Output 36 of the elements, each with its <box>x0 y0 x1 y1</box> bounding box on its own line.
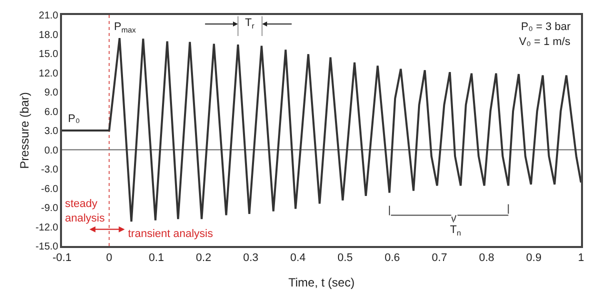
y-tick-label: 3.0 <box>44 126 59 137</box>
x-tick-label: 0.5 <box>337 252 353 264</box>
annotation: P$_{max}$ <box>114 21 136 34</box>
y-tick-label: -15.0 <box>35 242 59 252</box>
y-tick-label: 12.0 <box>38 68 59 80</box>
y-axis-title: Pressure (bar) <box>17 92 32 169</box>
annotation: P₀ = 3 bar <box>521 21 571 33</box>
y-tick-label: 6.0 <box>44 106 59 118</box>
y-tick-label: -12.0 <box>35 222 59 234</box>
line-series <box>62 37 581 223</box>
x-tick-label: 0 <box>106 252 112 264</box>
y-tick-label: 21.0 <box>38 10 59 22</box>
x-tick-label: 0.9 <box>526 252 542 264</box>
annotation: P₀ <box>68 113 80 125</box>
x-tick-label: 0.8 <box>478 252 494 264</box>
annotation: T$_{n}$ <box>450 224 462 238</box>
y-tick-label: -9.0 <box>41 203 59 214</box>
annotation: steady analysis <box>65 198 106 224</box>
y-tick-label: 18.0 <box>38 30 59 41</box>
x-tick-label: 0.4 <box>290 252 306 264</box>
x-tick-label: 1 <box>578 252 584 264</box>
annotation: V₀ = 1 m/s <box>519 36 571 48</box>
y-tick-label: -6.0 <box>41 184 59 195</box>
x-tick-label: -0.1 <box>52 252 72 264</box>
x-tick-label: 0.6 <box>384 252 400 264</box>
x-axis-title: Time, t (sec) <box>288 275 355 290</box>
x-tick-label: 0.2 <box>196 252 212 264</box>
annotation: T$_{r}$ <box>245 17 255 30</box>
x-tick-label: 0.3 <box>243 252 258 264</box>
x-tick-label: 0.1 <box>148 252 164 264</box>
y-tick-label: -3.0 <box>41 164 59 176</box>
y-tick-label: 15.0 <box>38 49 59 60</box>
annotation: transient analysis <box>128 228 214 240</box>
x-tick-label: 0.7 <box>432 252 448 264</box>
y-tick-label: 0.0 <box>44 145 59 156</box>
y-tick-label: 9.0 <box>44 88 59 98</box>
